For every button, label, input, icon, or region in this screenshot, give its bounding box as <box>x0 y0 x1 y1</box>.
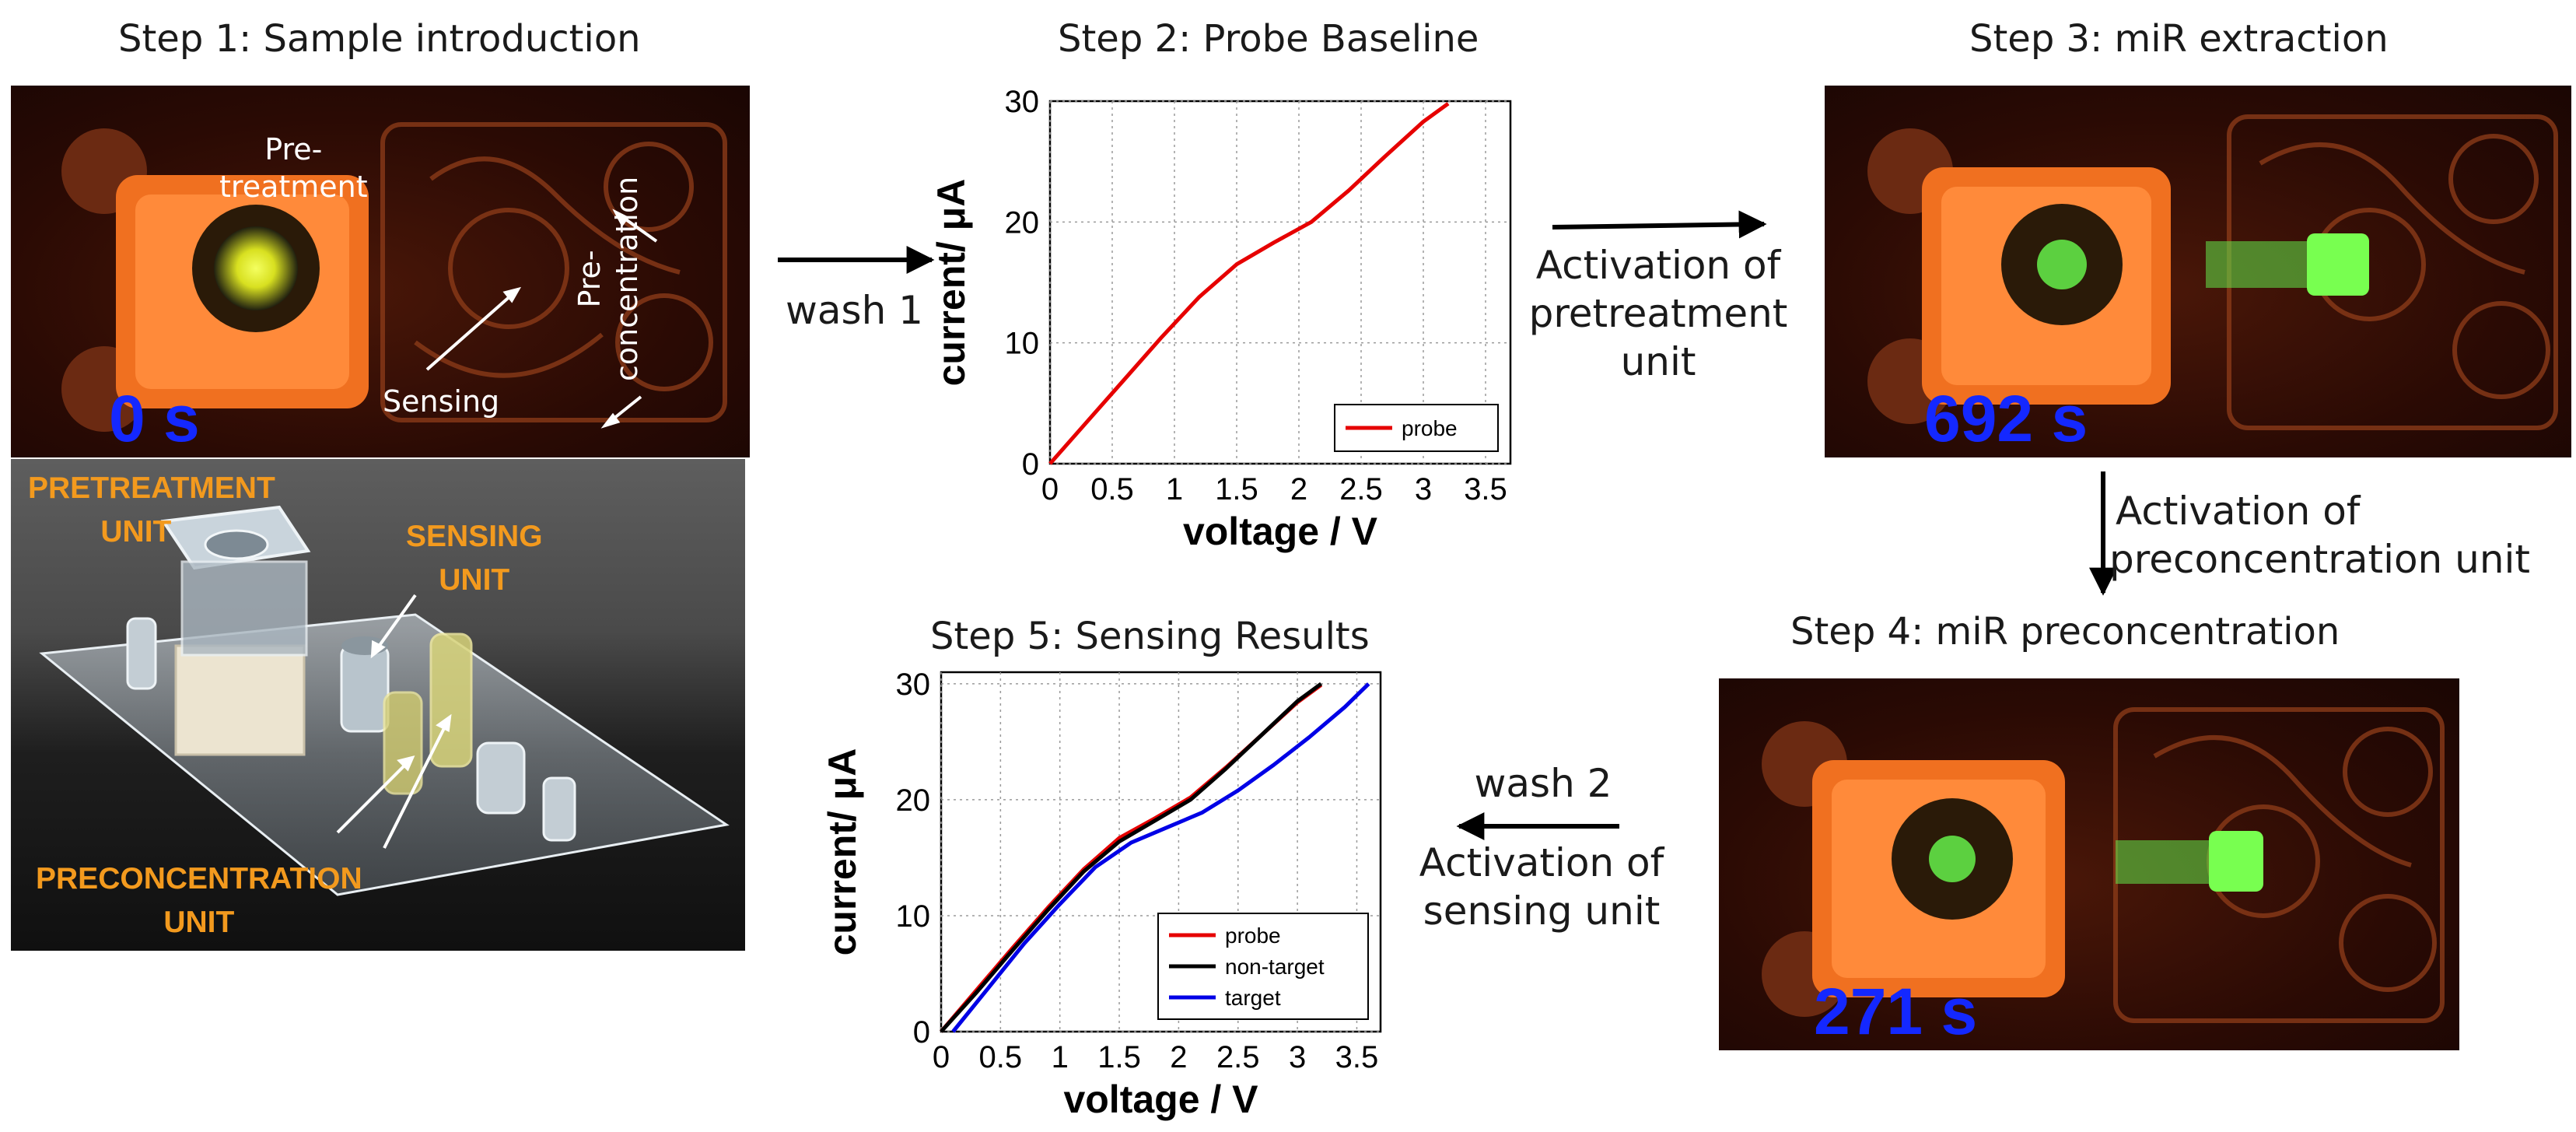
chart1-frame <box>1048 100 1512 465</box>
pretreatment-unit-label: PRETREATMENT UNIT <box>28 471 275 548</box>
chart1-xtick: 3 <box>1415 472 1432 506</box>
chart2-legend-label: target <box>1225 986 1281 1010</box>
chart1-ytick: 20 <box>1005 205 1040 240</box>
chart1-ytick: 0 <box>1022 447 1039 482</box>
activation-sensing-label: Activation of sensing unit <box>1419 840 1664 934</box>
activation-pretreatment-label: Activation of pretreatment unit <box>1528 243 1788 384</box>
chart1-ytick: 10 <box>1005 327 1040 361</box>
wash2-label: wash 2 <box>1474 761 1612 806</box>
time-label-271s: 271 s <box>1814 975 1978 1048</box>
chart2-legend-label: probe <box>1225 923 1281 948</box>
chart2-series-target <box>951 682 1370 1033</box>
chart1-xtick: 1.5 <box>1215 472 1258 506</box>
fluorescence-image-271s: 271 s <box>1719 678 2459 1050</box>
preconcentration-unit-label: PRECONCENTRATION UNIT <box>36 862 362 939</box>
chart2-series-non-target <box>940 682 1323 1033</box>
chart2-xtick: 1.5 <box>1097 1040 1141 1074</box>
device-photo: PRETREATMENT UNIT SENSING UNIT PRECONCEN… <box>11 459 745 951</box>
chart2-plot-area: 0 0.5 1 1.5 2 2.5 3 3.5 0 10 20 30 probe non-target ta… <box>896 668 1382 1074</box>
sensing-note: Sensing <box>383 384 500 419</box>
chart1-xtick: 2.5 <box>1339 472 1383 506</box>
step5-title: Step 5: Sensing Results <box>930 615 1370 658</box>
chart2-xtick: 2.5 <box>1216 1040 1260 1074</box>
chart2-xtick: 2 <box>1170 1040 1187 1074</box>
activation-preconcentration-label: Activation of preconcentration unit <box>2109 489 2531 582</box>
chart1-legend-label: probe <box>1402 416 1458 440</box>
chart2-xtick: 1 <box>1052 1040 1069 1074</box>
chart2-xlabel: voltage / V <box>1063 1078 1258 1121</box>
time-label-692s: 692 s <box>1924 382 2088 455</box>
step2-title: Step 2: Probe Baseline <box>1058 17 1479 61</box>
chart2-ylabel: current/ μA <box>824 748 864 956</box>
chart2-ytick: 20 <box>896 783 931 818</box>
chart2-ytick: 0 <box>913 1015 930 1050</box>
sensing-results-chart: 0 0.5 1 1.5 2 2.5 3 3.5 0 10 20 30 probe non-target ta… <box>824 668 1382 1121</box>
chart1-ytick: 30 <box>1005 85 1040 119</box>
chart2-xtick: 3 <box>1289 1040 1306 1074</box>
fluorescence-image-692s: 692 s <box>1825 86 2571 457</box>
chart1-xtick: 1 <box>1166 472 1183 506</box>
wash1-label: wash 1 <box>786 288 923 333</box>
chart1-xtick: 0 <box>1041 472 1059 506</box>
chart2-ytick: 10 <box>896 899 931 934</box>
step4-title: Step 4: miR preconcentration <box>1790 610 2340 654</box>
chart1-series-probe <box>1048 102 1450 465</box>
chart1-ylabel: current/ μA <box>933 179 973 387</box>
sensing-unit-label: SENSING UNIT <box>406 520 543 597</box>
probe-baseline-chart: 0 0.5 1 1.5 2 2.5 3 3.5 0 10 20 30 probe voltage / V… <box>933 85 1512 553</box>
pretreatment-arrow <box>1552 210 1767 239</box>
chart2-xtick: 0.5 <box>979 1040 1023 1074</box>
chart2-xtick: 0 <box>933 1040 950 1074</box>
chart1-xlabel: voltage / V <box>1183 510 1378 553</box>
pretreatment-note: Pre- treatment <box>219 132 368 204</box>
fluorescence-image-0s: Pre- treatment Sensing Pre- concentratio… <box>11 86 750 457</box>
chart2-legend-label: non-target <box>1225 955 1325 979</box>
step3-title: Step 3: miR extraction <box>1969 17 2389 61</box>
chart2-ytick: 30 <box>896 668 931 702</box>
step1-title: Step 1: Sample introduction <box>118 17 641 61</box>
chart1-plot-area: 0 0.5 1 1.5 2 2.5 3 3.5 0 10 20 30 probe <box>1005 85 1512 506</box>
chart1-xtick: 3.5 <box>1464 472 1507 506</box>
chart2-xtick: 3.5 <box>1335 1040 1379 1074</box>
time-label-0s: 0 s <box>109 382 200 455</box>
chart1-xtick: 2 <box>1290 472 1307 506</box>
chart1-xtick: 0.5 <box>1090 472 1134 506</box>
